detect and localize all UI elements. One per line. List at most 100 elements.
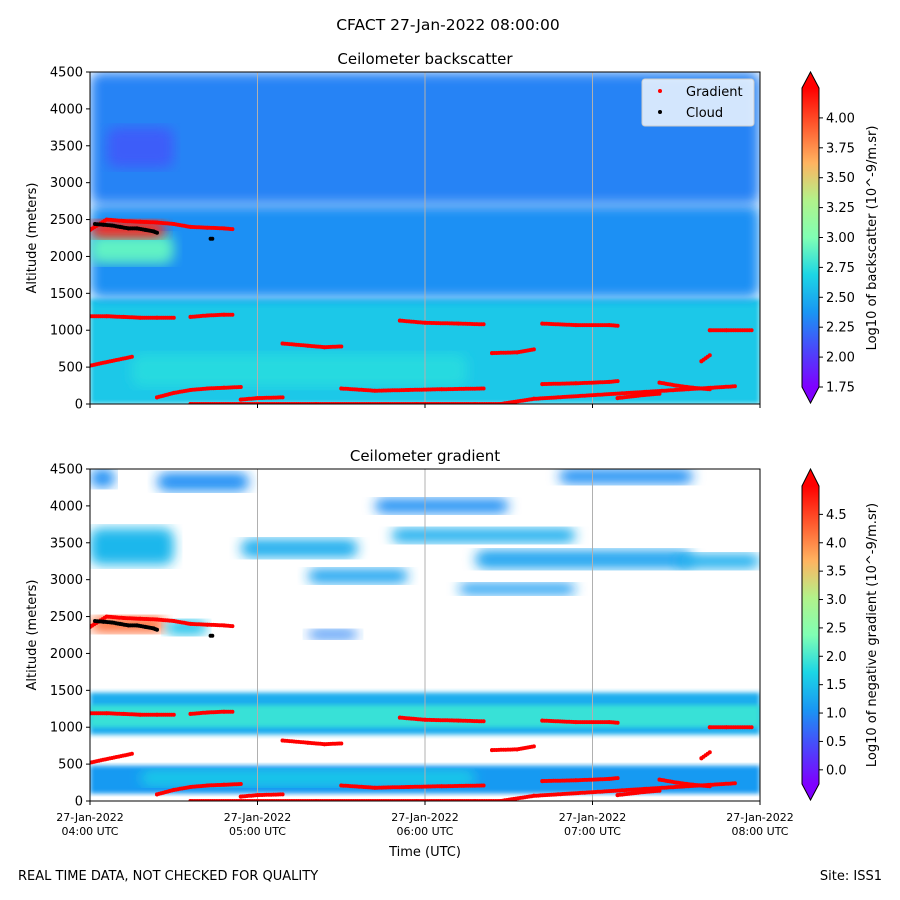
gradient-point	[372, 785, 377, 790]
gradient-point	[222, 709, 226, 714]
legend-gradient-marker	[658, 89, 662, 93]
y-tick-label: 2500	[50, 213, 83, 228]
gradient-point	[481, 386, 486, 391]
gradient-point	[171, 619, 176, 623]
gradient-point	[138, 616, 143, 621]
gradient-point	[155, 315, 159, 320]
gradient-point	[222, 385, 226, 390]
colorbar-tick-label: 2.50	[826, 291, 855, 306]
gradient-point	[481, 322, 486, 327]
x-tick-label-time: 07:00 UTC	[564, 825, 621, 838]
y-tick-label: 1500	[50, 684, 83, 699]
gradient-point	[205, 783, 210, 788]
colorbar-tick-label: 1.75	[826, 381, 855, 396]
gradient-point	[104, 711, 109, 716]
y-tick-label: 2500	[50, 610, 83, 625]
field-layer	[307, 568, 409, 584]
gradient-point	[531, 793, 536, 798]
gradient-point	[707, 328, 712, 333]
colorbar-tick-label: 1.0	[826, 707, 847, 722]
gradient-point	[339, 344, 344, 349]
gradient-point	[322, 742, 327, 747]
gradient-point	[205, 622, 210, 627]
gradient-y-ticks: 0 500 1000 1500 2000 2500 3000 3500 4000 4500	[50, 463, 90, 810]
gradient-point	[749, 725, 754, 730]
legend-cloud-label: Cloud	[686, 106, 723, 121]
gradient-point	[138, 712, 143, 717]
cloud-point	[155, 627, 159, 632]
gradient-point	[481, 783, 486, 788]
colorbar-tick-label: 4.5	[826, 508, 847, 523]
gradient-point	[456, 718, 461, 723]
y-tick-label: 4000	[50, 102, 83, 117]
figure-title: CFACT 27-Jan-2022 08:00:00	[336, 16, 560, 34]
gradient-point	[481, 719, 486, 724]
gradient-point	[531, 396, 536, 401]
gradient-point	[280, 738, 285, 743]
gradient-point	[222, 226, 226, 231]
y-tick-label: 4500	[50, 463, 83, 478]
x-tick-label-date: 27-Jan-2022	[224, 811, 292, 824]
x-tick-label-time: 06:00 UTC	[396, 825, 453, 838]
gradient-point	[397, 715, 402, 720]
gradient-point	[280, 395, 285, 400]
gradient-point	[155, 220, 159, 225]
gradient-point	[699, 756, 704, 761]
gradient-point	[423, 320, 427, 325]
gradient-panel: Ceilometer gradient 0 500 1000 1500 2000 2500…	[25, 447, 880, 860]
gradient-point	[573, 381, 578, 386]
colorbar-tick-label: 4.0	[826, 536, 847, 551]
field-layer	[240, 539, 358, 558]
y-tick-label: 3000	[50, 176, 83, 191]
colorbar-tick-label: 1.5	[826, 678, 847, 693]
gradient-y-axis-label: Altitude (meters)	[25, 580, 40, 691]
y-tick-label: 2000	[50, 250, 83, 265]
gradient-point	[573, 323, 578, 328]
backscatter-colorbar-ticks: 1.75 2.00 2.25 2.50 2.75 3.00 3.25 3.50 3.75 4.00	[819, 111, 855, 396]
y-tick-label: 1500	[50, 287, 83, 302]
x-tick-label-date: 27-Jan-2022	[391, 811, 459, 824]
gradient-point	[439, 784, 444, 789]
backscatter-legend: Gradient Cloud	[641, 78, 755, 127]
x-tick-label-time: 08:00 UTC	[731, 825, 788, 838]
gradient-point	[540, 718, 545, 723]
colorbar-tick-label: 3.75	[826, 141, 855, 156]
y-tick-label: 3500	[50, 536, 83, 551]
gradient-point	[171, 712, 176, 717]
gradient-point	[230, 624, 235, 629]
gradient-point	[205, 225, 210, 230]
x-tick-label-time: 04:00 UTC	[61, 825, 118, 838]
colorbar-tick-label: 0.5	[826, 735, 847, 750]
gradient-point	[205, 386, 210, 391]
legend-gradient-label: Gradient	[686, 85, 743, 100]
gradient-point	[540, 321, 545, 326]
gradient-point	[490, 351, 494, 356]
gradient-point	[188, 314, 193, 319]
gradient-point	[322, 345, 327, 350]
gradient-point	[732, 781, 737, 786]
gradient-point	[155, 712, 159, 717]
gradient-point	[121, 711, 126, 716]
y-tick-label: 2000	[50, 647, 83, 662]
gradient-point	[205, 313, 210, 318]
gradient-point	[699, 359, 704, 364]
gradient-gridlines	[257, 469, 593, 801]
gradient-point	[515, 747, 520, 752]
gradient-point	[406, 388, 411, 392]
gradient-point	[607, 720, 612, 725]
gradient-point	[749, 328, 754, 333]
y-tick-label: 500	[58, 361, 83, 376]
field-layer	[140, 770, 476, 787]
y-tick-label: 4000	[50, 499, 83, 514]
backscatter-markers	[90, 217, 754, 404]
cloud-point	[210, 633, 215, 638]
gradient-point	[540, 382, 545, 387]
gradient-point	[238, 782, 243, 786]
colorbar-extend-top	[802, 72, 819, 88]
colorbar-tick-label: 2.5	[826, 621, 847, 636]
colorbar-tick-label: 3.25	[826, 201, 855, 216]
field-layer	[559, 469, 693, 484]
gradient-point	[456, 321, 461, 326]
backscatter-colorbar-label: Log10 of backscatter (10^-9/m.sr)	[865, 126, 880, 351]
